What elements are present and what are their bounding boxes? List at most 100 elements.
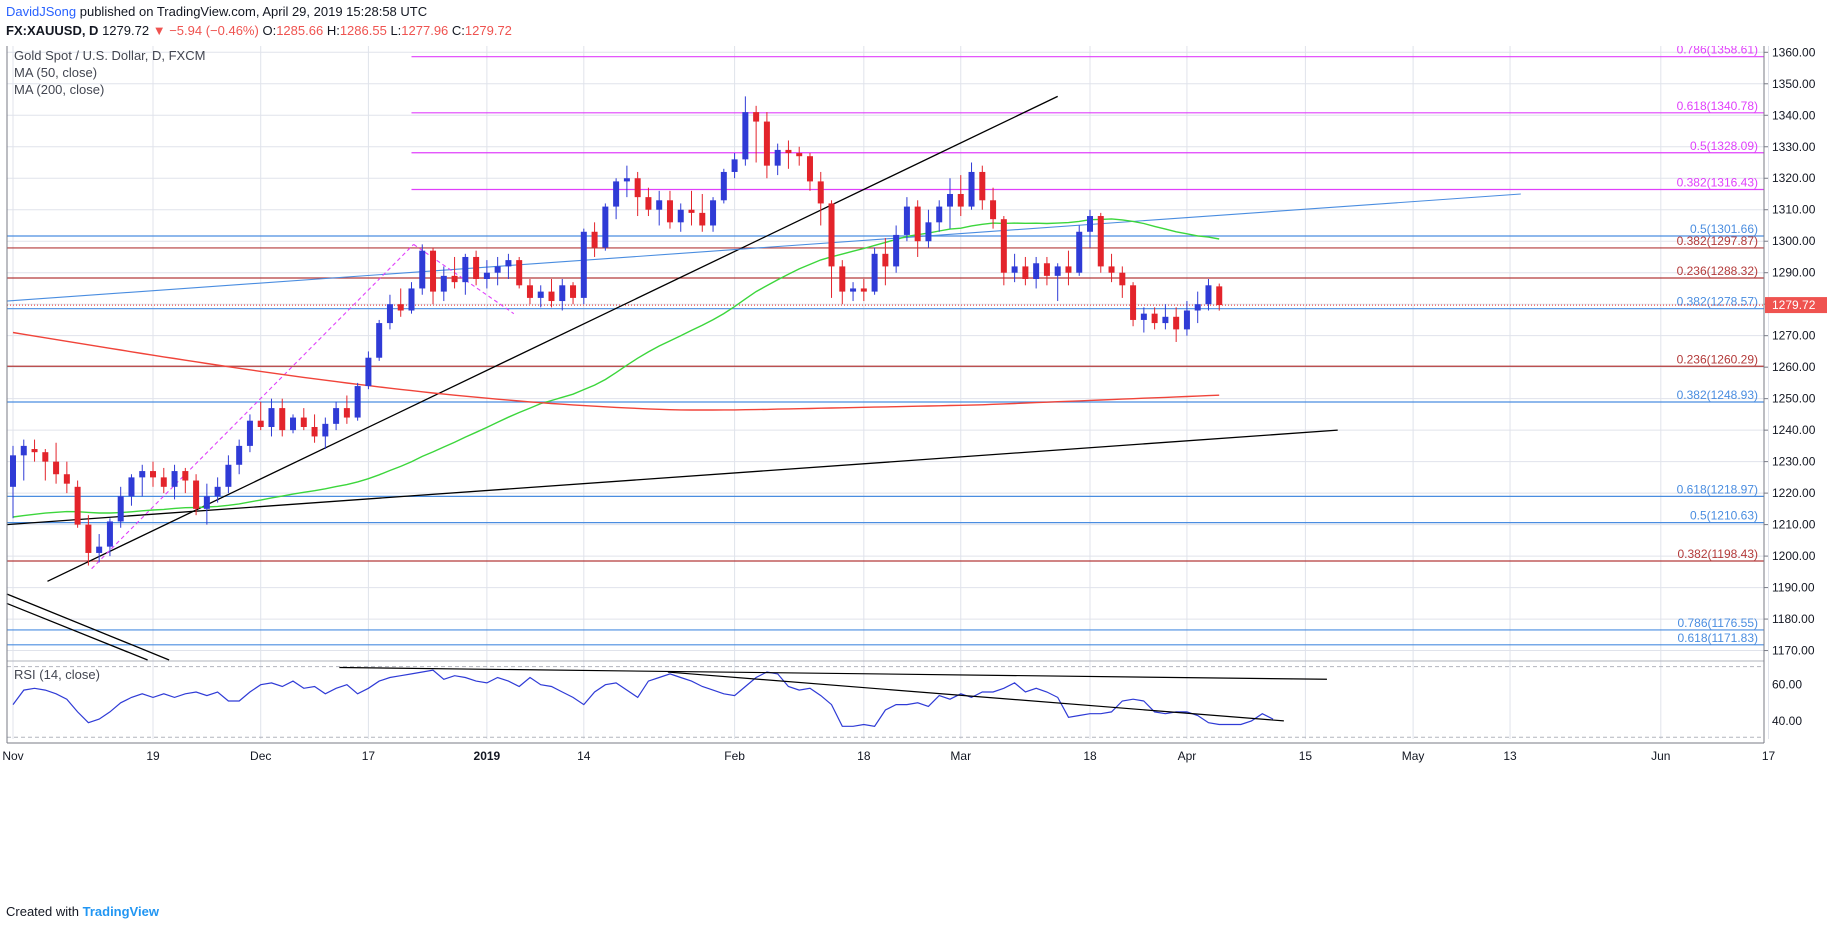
candle-body xyxy=(473,256,480,280)
candle-body xyxy=(333,408,340,424)
candle-body xyxy=(666,200,673,223)
price-tick-label: 1350.00 xyxy=(1772,77,1816,91)
tradingview-brand[interactable]: TradingView xyxy=(82,904,159,919)
candle-body xyxy=(613,181,620,207)
fib-label: 0.786(1358.61) xyxy=(1677,46,1758,57)
low-label: L: xyxy=(390,23,402,38)
fib-label: 0.618(1171.83) xyxy=(1677,631,1758,645)
candle-body xyxy=(1108,266,1115,273)
candle-body xyxy=(537,291,544,298)
candle-body xyxy=(559,285,566,302)
candle-body xyxy=(817,181,824,204)
chart-header: DavidJSong published on TradingView.com,… xyxy=(0,0,1828,46)
candle-body xyxy=(828,203,835,267)
symbol-label: FX:XAUUSD, D xyxy=(6,23,99,38)
candle-body xyxy=(979,171,986,201)
fib-label: 0.618(1218.97) xyxy=(1677,482,1758,496)
candle-body xyxy=(203,496,210,509)
price-tick-label: 1290.00 xyxy=(1772,266,1816,280)
rsi-tick-label: 60.00 xyxy=(1772,678,1802,692)
candle-body xyxy=(365,357,372,387)
trendlines xyxy=(6,95,1521,661)
candle-body xyxy=(591,231,598,248)
candle-body xyxy=(526,285,533,298)
author-link[interactable]: DavidJSong xyxy=(6,4,77,19)
price-tick-label: 1260.00 xyxy=(1772,360,1816,374)
publish-info: published on TradingView.com, April 29, … xyxy=(79,4,428,19)
candle-body xyxy=(1183,310,1190,330)
candle-body xyxy=(914,206,921,242)
candle-body xyxy=(160,477,167,487)
candle-body xyxy=(386,304,393,324)
candle-body xyxy=(214,486,221,497)
candle-body xyxy=(1011,266,1018,273)
fib-label: 0.786(1176.55) xyxy=(1677,616,1758,630)
candle-body xyxy=(688,209,695,213)
candle-body xyxy=(1097,216,1104,267)
candle-body xyxy=(300,417,307,427)
close-label: C: xyxy=(451,23,465,38)
candle-body xyxy=(397,304,404,311)
chart-canvas[interactable]: 0.786(1358.61) 0.618(1340.78) 0.5(1328.09)… xyxy=(0,46,1828,900)
candle-body xyxy=(451,275,458,283)
candle-body xyxy=(806,156,813,182)
ma50-line xyxy=(12,218,1220,518)
trendline-long xyxy=(6,429,1338,526)
candle-body xyxy=(774,149,781,166)
candle-body xyxy=(1065,266,1072,273)
high-value: 1286.55 xyxy=(339,23,387,38)
candle-body xyxy=(31,449,38,453)
fib-levels: 0.786(1358.61) 0.618(1340.78) 0.5(1328.09)… xyxy=(7,46,1764,646)
moving-averages xyxy=(12,218,1220,518)
rsi-trendline-2 xyxy=(667,671,1284,722)
candle-body xyxy=(796,153,803,157)
trendline-blue xyxy=(6,193,1521,302)
candle-body xyxy=(376,323,383,358)
price-tick-label: 1270.00 xyxy=(1772,329,1816,343)
candle-body xyxy=(419,250,426,289)
candle-body xyxy=(602,206,609,248)
candle-body xyxy=(1216,286,1223,306)
legend-rsi: RSI (14, close) xyxy=(14,667,100,682)
date-label: Feb xyxy=(724,749,745,763)
close-value: 1279.72 xyxy=(464,23,512,38)
candle-body xyxy=(225,464,232,487)
open-value: 1285.66 xyxy=(276,23,324,38)
price-tick-label: 1210.00 xyxy=(1772,518,1816,532)
candle-body xyxy=(494,266,501,273)
price-tick-label: 1190.00 xyxy=(1772,581,1815,595)
change-arrow: ▼ xyxy=(152,23,166,38)
fib-label: 0.382(1278.57) xyxy=(1677,295,1758,309)
candle-body xyxy=(1000,219,1007,273)
candle-body xyxy=(354,386,361,418)
legend-ma50: MA (50, close) xyxy=(14,65,97,80)
candle-body xyxy=(570,285,577,298)
candle-body xyxy=(1043,263,1050,276)
candle-body xyxy=(990,200,997,220)
price-tick-label: 1200.00 xyxy=(1772,549,1816,563)
candle-body xyxy=(1130,285,1137,320)
candle-body xyxy=(656,200,663,210)
candle-body xyxy=(645,197,652,210)
fib-label: 0.5(1328.09) xyxy=(1690,139,1758,153)
candle-body xyxy=(505,260,512,267)
candle-body xyxy=(1151,313,1158,324)
candle-body xyxy=(193,480,200,509)
candle-body xyxy=(957,193,964,207)
price-tick-label: 1320.00 xyxy=(1772,171,1816,185)
rsi-tick-label: 40.00 xyxy=(1772,714,1802,728)
candle-body xyxy=(742,112,749,160)
candle-body xyxy=(279,408,286,431)
candle-body xyxy=(85,524,92,553)
price-tick-label: 1340.00 xyxy=(1772,108,1816,122)
candle-body xyxy=(171,471,178,487)
fib-anchor-up xyxy=(91,243,415,570)
candle-body xyxy=(106,521,113,547)
date-label: Nov xyxy=(2,749,23,763)
candle-body xyxy=(139,471,146,478)
candle-body xyxy=(1054,266,1061,276)
candle-body xyxy=(548,291,555,302)
publish-line: DavidJSong published on TradingView.com,… xyxy=(6,4,427,19)
candle-body xyxy=(483,272,490,280)
candles xyxy=(10,96,1223,566)
